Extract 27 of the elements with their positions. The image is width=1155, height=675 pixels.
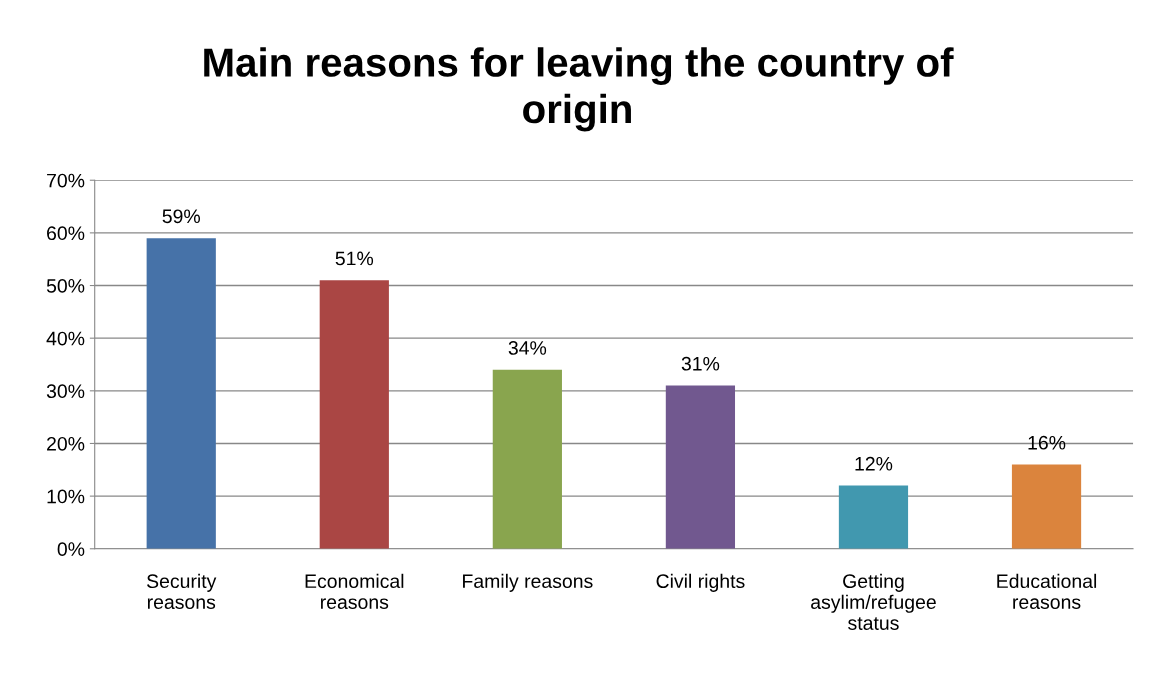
x-tick-label: Security reasons [147,573,217,609]
y-tick-label: 10% [47,489,85,504]
bar [319,280,389,549]
data-label: 31% [681,356,720,371]
bar [492,369,562,549]
data-label: 16% [1028,435,1066,450]
x-tick-label: Civil rights [656,573,745,592]
y-tick-label: 70% [47,173,85,188]
x-tick-label: Family reasons [463,573,593,592]
y-tick-label: 0% [57,542,85,557]
bar [665,385,736,549]
bar [1011,464,1082,549]
x-tick-label: Educational reasons [997,573,1097,609]
data-label: 12% [855,456,893,471]
data-label: 51% [335,251,374,266]
data-label: 59% [162,209,201,224]
data-label: 34% [508,341,547,355]
bar [838,485,909,549]
x-tick-label: Economical reasons [305,573,404,609]
bar [146,238,216,549]
y-tick-label: 20% [47,436,85,451]
y-tick-label: 50% [46,278,85,293]
y-tick-label: 30% [46,384,85,399]
chart-title: Main reasons for leaving the country of origin [204,47,954,132]
y-tick-label: 40% [46,331,85,346]
y-tick-label: 60% [47,226,85,241]
x-tick-label: Getting asylim/refugee status [811,573,936,630]
